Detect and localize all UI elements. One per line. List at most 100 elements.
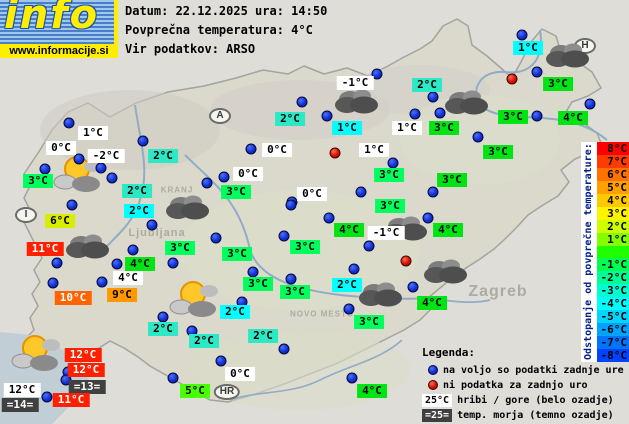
temp-label: 4°C <box>334 223 364 237</box>
station-dot-blue <box>278 230 290 242</box>
temp-label: 3°C <box>375 199 405 213</box>
temp-label: 0°C <box>297 187 327 201</box>
station-dot-blue <box>47 277 59 289</box>
cloud-icon <box>444 89 490 119</box>
station-dot-blue <box>111 258 123 270</box>
legend-item: =25= temp. morja (temno ozadje) <box>422 408 629 422</box>
scale-band <box>597 246 629 258</box>
station-dot-blue <box>95 162 107 174</box>
temp-label: 3°C <box>243 277 273 291</box>
station-dot-blue <box>407 281 419 293</box>
station-dot-blue <box>516 29 528 41</box>
legend-white-box-icon: 25°C <box>422 393 453 407</box>
scale-band: -3°C <box>597 284 629 297</box>
temp-label: 3°C <box>221 185 251 199</box>
temp-label: 2°C <box>122 184 152 198</box>
temp-label: =13= <box>68 380 106 394</box>
temp-label: 3°C <box>23 174 53 188</box>
cloud-icon <box>423 258 469 288</box>
temp-label: 5°C <box>180 384 210 398</box>
legend-item: na voljo so podatki zadnje ure <box>422 363 629 377</box>
cloud-icon <box>65 233 111 263</box>
temperature-deviation-scale: 8°C 7°C 6°C 5°C 4°C 3°C 2°C 1°C -1°C -2°C -3°C -4°C… <box>597 142 629 362</box>
station-dot-blue <box>343 303 355 315</box>
scale-title: Odstopanje od povprečne temperature: <box>583 143 594 361</box>
station-dot-blue <box>39 163 51 175</box>
temp-label: =14= <box>1 398 39 412</box>
station-dot-blue <box>137 135 149 147</box>
scale-band: 7°C <box>597 155 629 168</box>
legend-item-text: ni podatka za zadnjo uro <box>443 379 588 391</box>
temp-label: 1°C <box>78 126 108 140</box>
temp-label: 2°C <box>189 334 219 348</box>
logo-background: info <box>0 0 118 44</box>
station-dot-blue <box>584 98 596 110</box>
city-label: Ljubljana <box>128 227 186 239</box>
station-dot-blue <box>245 143 257 155</box>
temp-label: 2°C <box>148 322 178 336</box>
legend-red-dot-icon <box>428 380 438 390</box>
temp-label: 10°C <box>54 291 92 305</box>
road-sign-hr: HR <box>213 384 241 400</box>
temp-label: 1°C <box>392 121 422 135</box>
temp-label: -1°C <box>336 76 374 90</box>
site-logo[interactable]: info www.informacije.si <box>0 0 122 58</box>
legend-title: Legenda: <box>422 346 475 359</box>
scale-band: 1°C <box>597 233 629 246</box>
sun-cloud-icon <box>10 333 62 377</box>
station-dot-blue <box>371 68 383 80</box>
station-dot-blue <box>127 244 139 256</box>
temp-label: 3°C <box>222 247 252 261</box>
temp-label: 3°C <box>429 121 459 135</box>
station-dot-blue <box>472 131 484 143</box>
station-dot-blue <box>434 107 446 119</box>
temp-label: 9°C <box>107 288 137 302</box>
station-dot-blue <box>323 212 335 224</box>
temp-label: 11°C <box>26 242 64 256</box>
station-dot-red <box>400 255 412 267</box>
station-dot-blue <box>157 311 169 323</box>
station-dot-red <box>506 73 518 85</box>
city-label: NOVO MESTO <box>289 309 355 319</box>
temp-label: 0°C <box>233 167 263 181</box>
legend-dark-box-icon: =25= <box>422 408 453 422</box>
station-dot-blue <box>66 199 78 211</box>
station-dot-blue <box>531 110 543 122</box>
scale-band: -6°C <box>597 323 629 336</box>
station-dot-blue <box>167 372 179 384</box>
scale-title-strip: Odstopanje od povprečne temperature: <box>581 142 597 362</box>
temp-label: 2°C <box>412 78 442 92</box>
temp-label: 0°C <box>262 143 292 157</box>
temp-label: 3°C <box>290 240 320 254</box>
station-dot-blue <box>51 257 63 269</box>
station-dot-blue <box>531 66 543 78</box>
station-dot-blue <box>63 117 75 129</box>
temp-label: 12°C <box>3 383 41 397</box>
legend: Legenda: na voljo so podatki zadnje ure n… <box>422 346 629 423</box>
scale-band: 8°C <box>597 142 629 155</box>
scale-band: 2°C <box>597 220 629 233</box>
road-sign-i: I <box>15 207 37 223</box>
station-dot-blue <box>427 186 439 198</box>
temp-label: 0°C <box>46 141 76 155</box>
station-dot-blue <box>106 172 118 184</box>
logo-url-link[interactable]: www.informacije.si <box>0 44 118 58</box>
legend-blue-dot-icon <box>428 365 438 375</box>
cloud-icon <box>165 194 211 224</box>
station-dot-blue <box>285 273 297 285</box>
temp-label: 2°C <box>248 329 278 343</box>
station-dot-blue <box>146 219 158 231</box>
temp-label: 4°C <box>125 257 155 271</box>
legend-item-text: na voljo so podatki zadnje ure <box>443 364 624 376</box>
scale-band: 4°C <box>597 194 629 207</box>
temp-label: 2°C <box>332 278 362 292</box>
city-label: Zagreb <box>468 283 528 300</box>
temp-label: 3°C <box>437 173 467 187</box>
scale-band: -1°C <box>597 258 629 271</box>
temp-label: 11°C <box>52 393 90 407</box>
legend-item: ni podatka za zadnjo uro <box>422 378 629 392</box>
city-label: KRANJ <box>160 185 194 195</box>
temp-label: 12°C <box>67 363 105 377</box>
header-data-source: Vir podatkov: ARSO <box>125 42 256 56</box>
temp-label: 4°C <box>417 296 447 310</box>
